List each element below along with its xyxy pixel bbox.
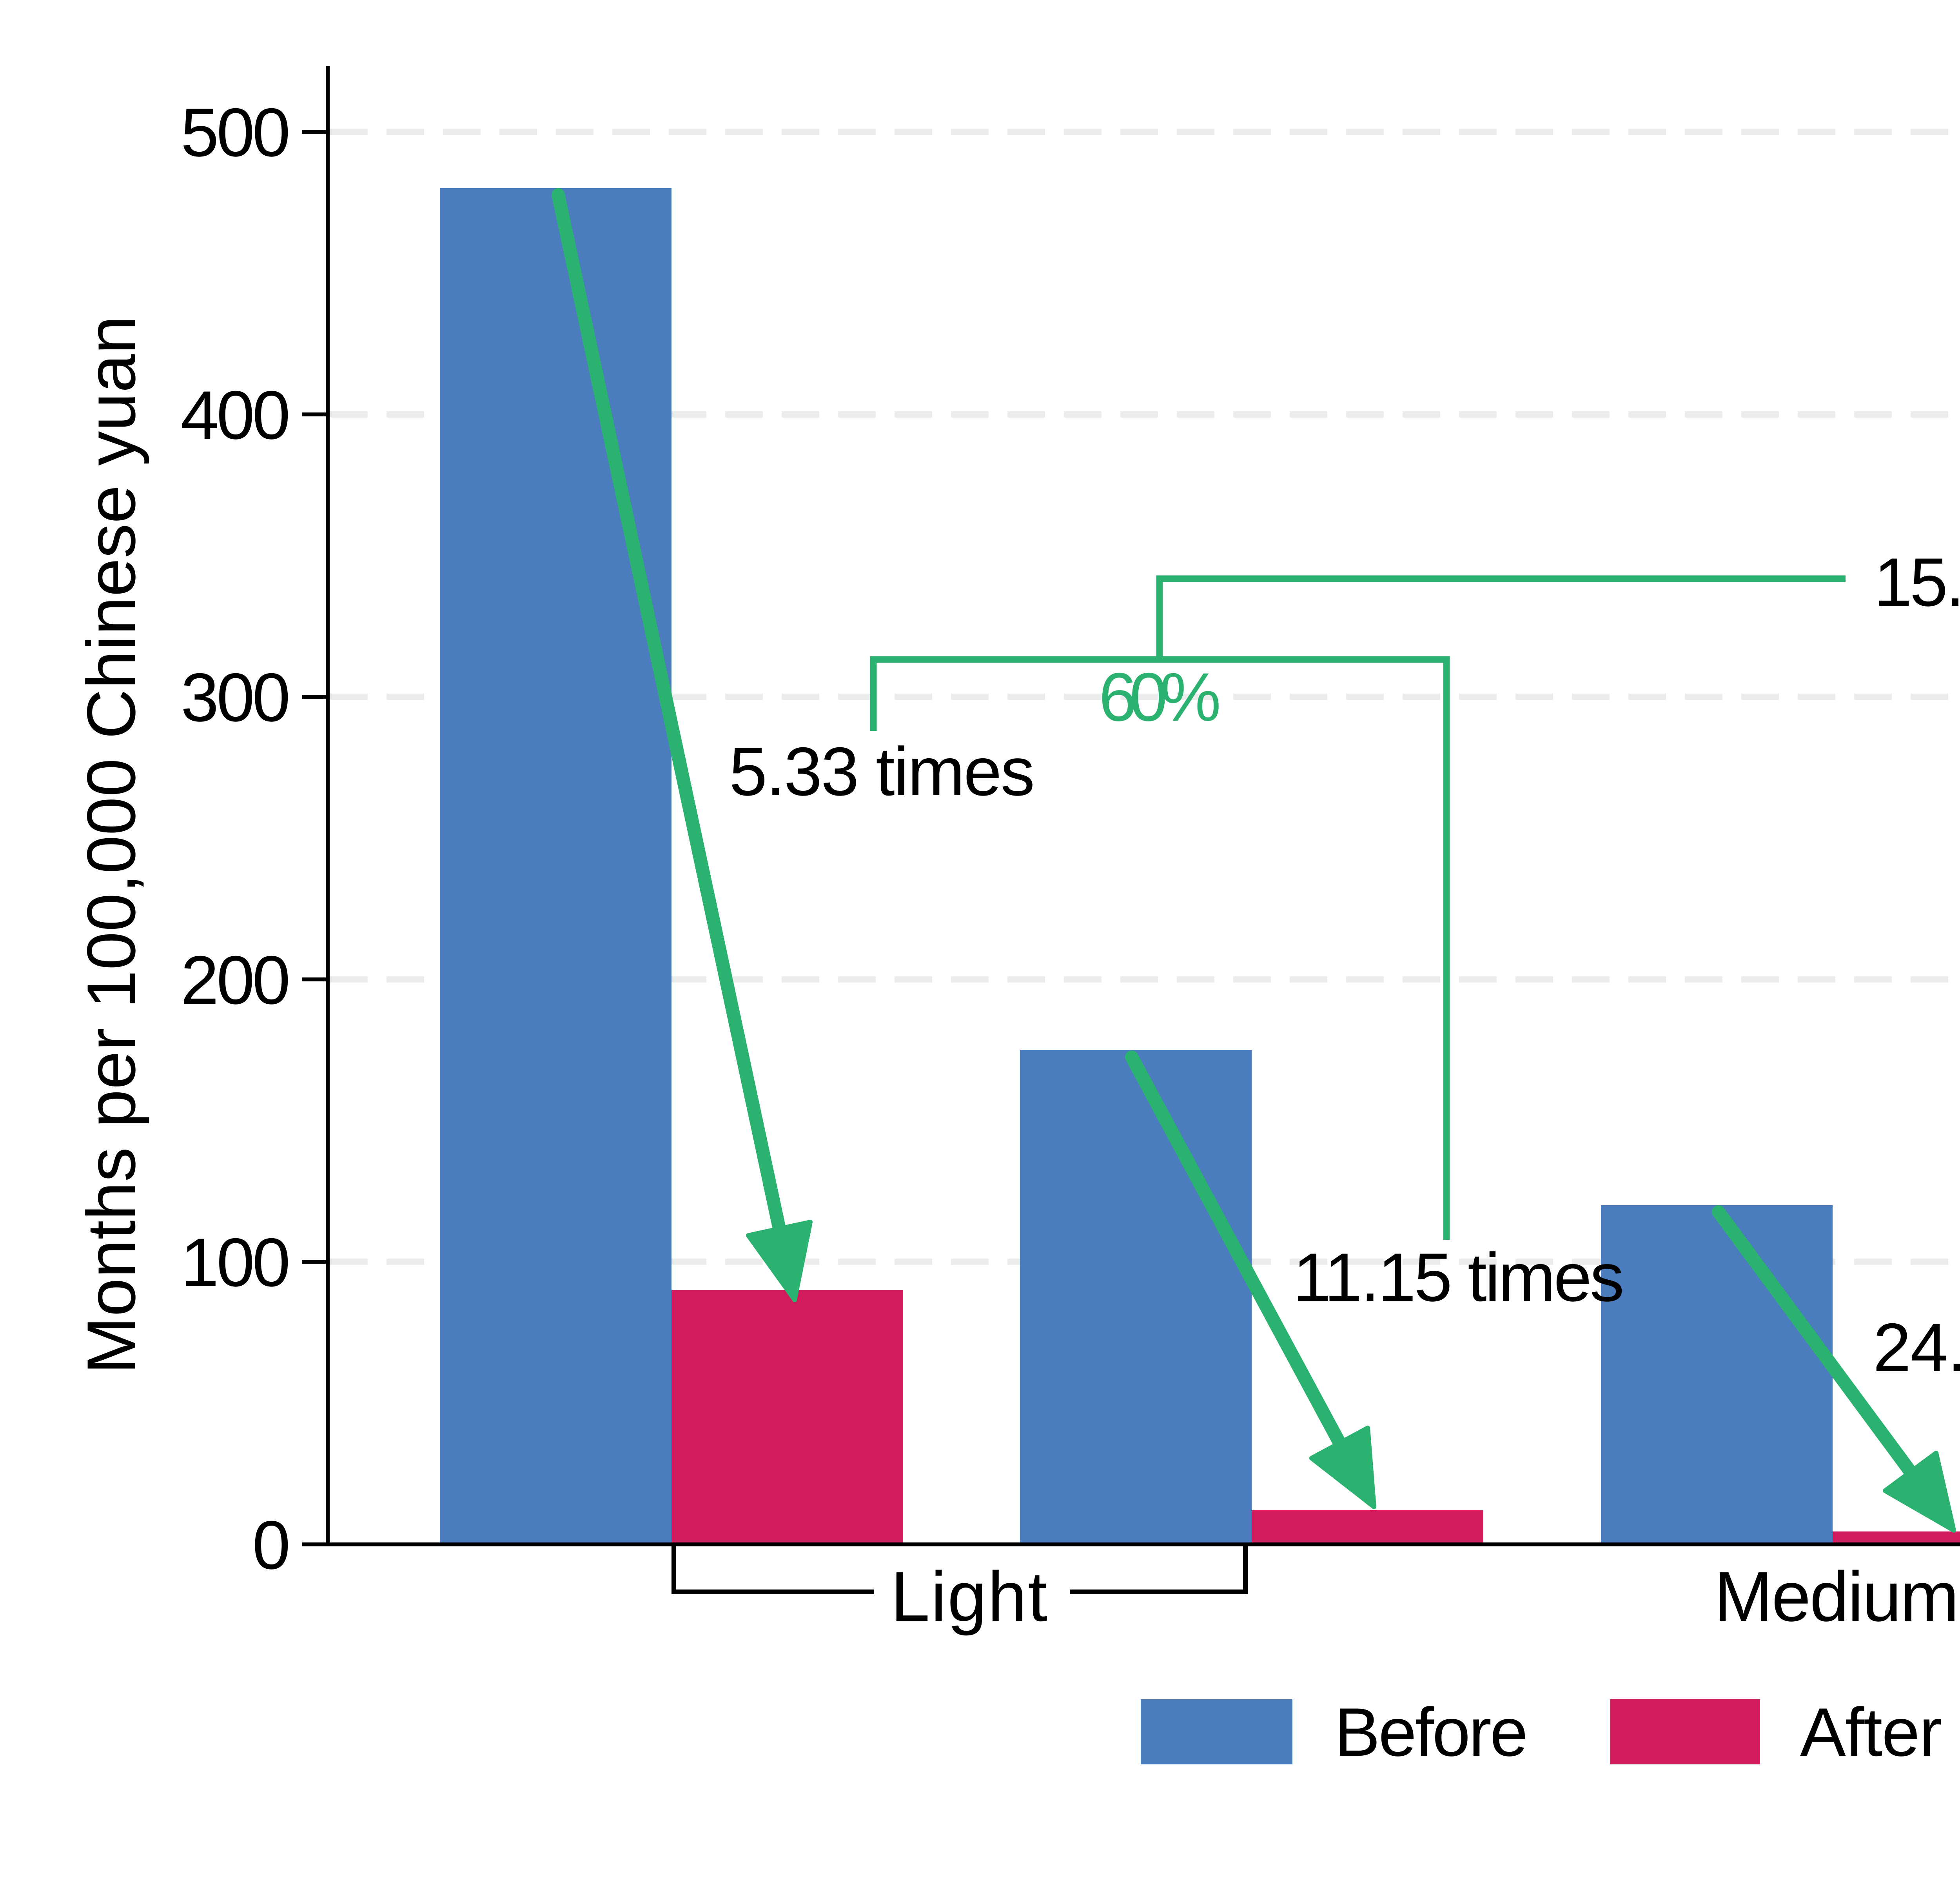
svg-text:Months per 100,000 Chinese yua: Months per 100,000 Chinese yuan xyxy=(73,316,150,1374)
svg-text:200: 200 xyxy=(181,942,290,1019)
svg-text:11.15 times: 11.15 times xyxy=(1293,1239,1624,1316)
svg-text:Medium: Medium xyxy=(1714,1557,1959,1636)
svg-text:Light: Light xyxy=(891,1557,1047,1636)
svg-text:100: 100 xyxy=(181,1224,290,1301)
svg-text:500: 500 xyxy=(181,94,290,171)
svg-text:400: 400 xyxy=(181,377,290,454)
svg-text:300: 300 xyxy=(181,659,290,736)
svg-text:15.33 times: 15.33 times xyxy=(1874,544,1960,621)
svg-text:5.33 times: 5.33 times xyxy=(729,734,1035,810)
svg-text:Before: Before xyxy=(1334,1694,1528,1771)
svg-text:60%: 60% xyxy=(1099,659,1221,736)
svg-text:After: After xyxy=(1800,1694,1942,1771)
svg-text:24.61 times: 24.61 times xyxy=(1873,1310,1960,1386)
svg-text:0: 0 xyxy=(252,1507,290,1584)
